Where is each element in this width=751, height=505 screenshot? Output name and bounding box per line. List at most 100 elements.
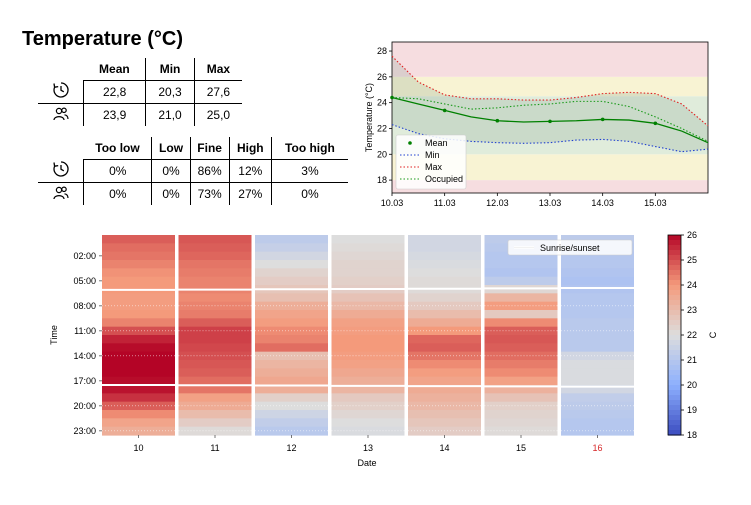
y-tick-label: 02:00 xyxy=(73,251,96,261)
heatmap-cell xyxy=(255,276,328,286)
colorbar-segment xyxy=(668,235,681,241)
colorbar-segment xyxy=(668,360,681,366)
series-line-occupied xyxy=(391,96,709,142)
mean-marker xyxy=(442,108,447,113)
heatmap-cell xyxy=(408,276,481,286)
x-axis-label: Date xyxy=(357,458,376,468)
legend-label: Mean xyxy=(425,138,448,148)
comfort-table: Too low Low Fine High Too high 0% 0% 86% 12% 3% 0%… xyxy=(38,137,348,205)
heatmap-cell xyxy=(178,243,252,253)
x-tick-label: 10 xyxy=(133,443,143,453)
heatmap-cell xyxy=(102,410,175,419)
legend-marker xyxy=(408,141,412,145)
colorbar-segment xyxy=(668,430,681,436)
heatmap-cell xyxy=(408,235,481,244)
heatmap-cell xyxy=(561,310,634,319)
table-cell: 23,9 xyxy=(83,103,147,126)
heatmap-cell xyxy=(255,251,328,261)
heatmap-cell xyxy=(178,376,252,386)
heatmap-cell xyxy=(331,276,405,286)
mean-marker xyxy=(600,117,605,122)
heatmap-cell xyxy=(484,385,558,394)
column-header: Max xyxy=(194,58,242,81)
colorbar-tick-label: 21 xyxy=(687,355,697,365)
heatmap-cell xyxy=(408,343,481,353)
heatmap-cell xyxy=(255,318,328,328)
heatmap-cell xyxy=(178,235,252,244)
legend-label: Sunrise/sunset xyxy=(540,243,600,253)
heatmap-cell xyxy=(408,410,481,419)
line-chart-legend: Mean Min Max Occupied xyxy=(395,134,467,190)
heatmap-cell xyxy=(331,243,405,253)
column-header: High xyxy=(229,137,272,160)
heatmap-cell xyxy=(331,235,405,244)
heatmap-cell xyxy=(102,310,175,319)
heatmap-cell xyxy=(561,285,634,294)
colorbar-segment xyxy=(668,420,681,426)
x-tick-label: 14.03 xyxy=(591,198,614,208)
y-tick-label: 17:00 xyxy=(73,376,96,386)
column-header: Fine xyxy=(190,137,230,160)
table-cell: 86% xyxy=(190,159,230,183)
history-icon xyxy=(52,161,70,181)
table-row: 23,9 21,0 25,0 xyxy=(38,103,242,126)
comfort-band xyxy=(392,180,708,193)
heatmap-cell xyxy=(331,318,405,328)
x-tick-label: 13 xyxy=(363,443,373,453)
heatmap-cell xyxy=(331,343,405,353)
heatmap-cell xyxy=(408,335,481,344)
x-tick-label: 11.03 xyxy=(434,198,456,208)
heatmap-cell xyxy=(484,310,558,319)
heatmap-cell xyxy=(102,360,175,369)
heatmap-cell xyxy=(178,385,252,394)
heatmap-cell xyxy=(255,243,328,253)
heatmap-cell xyxy=(561,376,634,386)
column-header: Too low xyxy=(83,137,153,160)
legend-label: Max xyxy=(425,162,443,172)
heatmap-cell xyxy=(484,260,558,269)
heatmap-cell xyxy=(178,318,252,328)
heatmap-cell xyxy=(255,268,328,278)
heatmap-cell xyxy=(408,251,481,261)
comfort-band xyxy=(392,42,708,77)
colorbar-segment xyxy=(668,260,681,266)
colorbar-tick-label: 18 xyxy=(687,430,697,440)
table-cell: 0% xyxy=(83,159,153,183)
colorbar-segment xyxy=(668,405,681,411)
x-tick-label: 13.03 xyxy=(539,198,562,208)
mean-marker xyxy=(390,95,394,100)
range-area xyxy=(392,56,708,152)
colorbar-segment xyxy=(668,415,681,421)
mean-marker xyxy=(548,119,552,124)
heatmap-cell xyxy=(408,418,481,428)
heatmap-cell xyxy=(255,343,328,353)
x-tick-label: 14 xyxy=(439,443,449,453)
colorbar-segment xyxy=(668,385,681,391)
heatmap-cell xyxy=(561,418,634,428)
heatmap-cell xyxy=(178,260,252,269)
heatmap-cell xyxy=(178,251,252,261)
summary-table: Mean Min Max 22,8 20,3 27,6 23,9 21,0 25,0 xyxy=(38,58,242,126)
heatmap-cell xyxy=(331,310,405,319)
heatmap-cell xyxy=(178,310,252,319)
heatmap-legend: Sunrise/sunset xyxy=(507,239,633,256)
legend-label: Min xyxy=(425,150,440,160)
heatmap-cell xyxy=(102,368,175,378)
heatmap-cell xyxy=(561,268,634,278)
heatmap-cell xyxy=(178,276,252,286)
colorbar-tick-label: 23 xyxy=(687,305,697,315)
colorbar-tick-label: 19 xyxy=(687,405,697,415)
colorbar-segment xyxy=(668,295,681,301)
colorbar-label: C xyxy=(708,331,718,338)
colorbar-segment xyxy=(668,335,681,341)
colorbar-tick-label: 26 xyxy=(687,230,697,240)
heatmap-cell xyxy=(178,335,252,344)
heatmap-cell xyxy=(255,368,328,378)
colorbar-segment xyxy=(668,255,681,261)
table-cell: 3% xyxy=(271,159,348,183)
colorbar-segment xyxy=(668,245,681,251)
y-tick-label: 08:00 xyxy=(73,301,96,311)
heatmap-cell xyxy=(484,235,558,244)
